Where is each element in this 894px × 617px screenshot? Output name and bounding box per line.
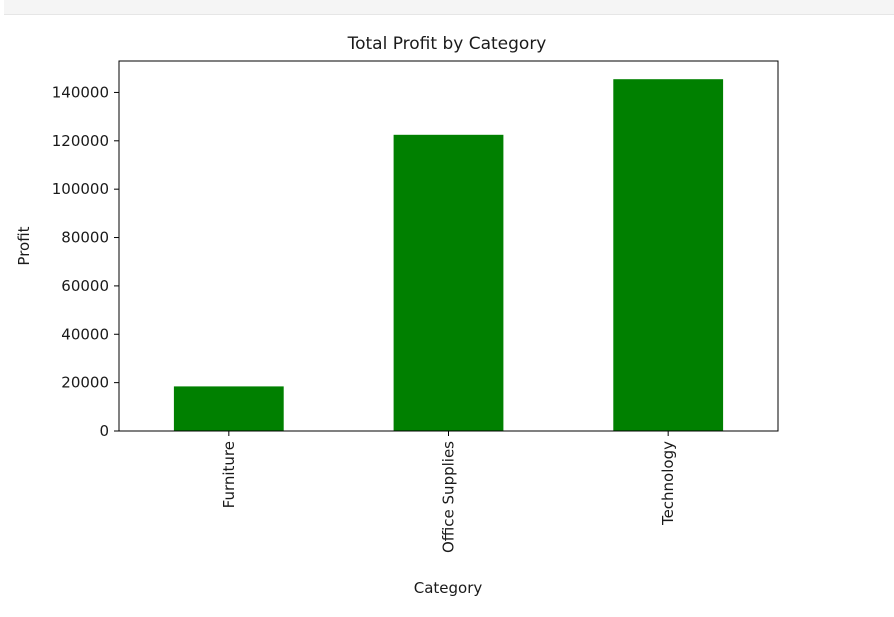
- y-tick-label: 60000: [61, 277, 109, 295]
- chart-title: Total Profit by Category: [347, 34, 547, 54]
- y-tick-label: 120000: [52, 132, 109, 150]
- y-tick-label: 0: [99, 422, 109, 440]
- bars-group: [173, 79, 724, 432]
- x-tick-label: Technology: [659, 441, 677, 526]
- x-axis: Furniture Office Supplies Technology: [220, 431, 677, 553]
- y-tick-label: 20000: [61, 374, 109, 392]
- x-tick-label: Office Supplies: [440, 441, 458, 553]
- y-axis-label: Profit: [15, 226, 33, 265]
- bar-technology: [613, 79, 724, 431]
- y-tick-label: 80000: [61, 229, 109, 247]
- x-tick-label: Furniture: [220, 441, 238, 508]
- bar-furniture: [173, 386, 284, 431]
- plot-frame: [118, 60, 779, 432]
- bar-office-supplies: [393, 134, 504, 432]
- y-tick-label: 40000: [61, 325, 109, 343]
- y-tick-label: 100000: [52, 180, 109, 198]
- y-tick-label: 140000: [52, 83, 109, 101]
- cell-output-header-strip: [4, 0, 894, 15]
- x-axis-label: Category: [414, 579, 483, 597]
- y-axis: 0 20000 40000 60000 80000 100000 120000 140000: [52, 83, 119, 440]
